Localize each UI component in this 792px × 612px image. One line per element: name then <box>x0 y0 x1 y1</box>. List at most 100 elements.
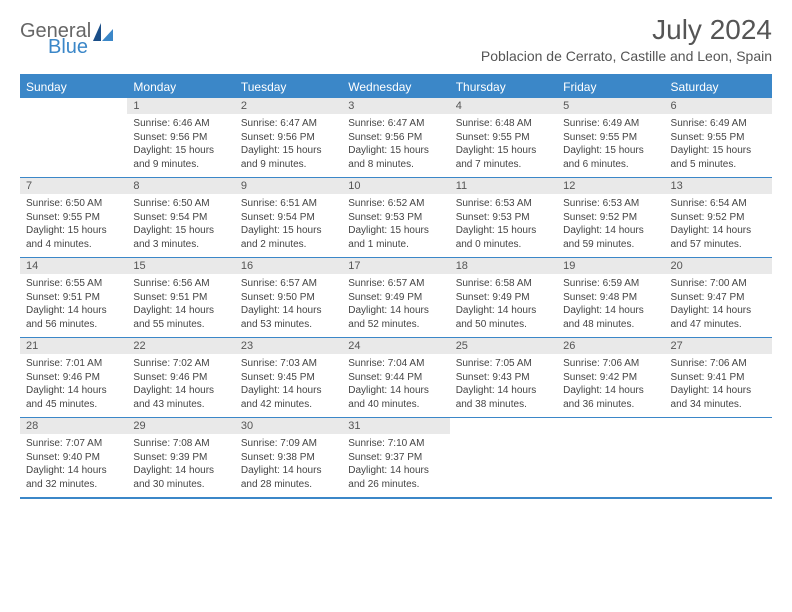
day-info: Sunrise: 6:47 AMSunset: 9:56 PMDaylight:… <box>235 114 342 177</box>
day-info-cell: Sunrise: 6:51 AMSunset: 9:54 PMDaylight:… <box>235 194 342 258</box>
sunset-text: Sunset: 9:52 PM <box>563 211 658 225</box>
sunrise-text: Sunrise: 6:50 AM <box>26 197 121 211</box>
daylight-text: and 47 minutes. <box>671 318 766 332</box>
day-number: 15 <box>127 258 234 274</box>
day-cell: 21 <box>20 338 127 354</box>
day-info: Sunrise: 7:03 AMSunset: 9:45 PMDaylight:… <box>235 354 342 417</box>
daylight-text: Daylight: 15 hours <box>563 144 658 158</box>
daylight-text: Daylight: 14 hours <box>241 304 336 318</box>
daylight-text: Daylight: 14 hours <box>456 384 551 398</box>
day-cell: 19 <box>557 258 664 274</box>
daylight-text: Daylight: 14 hours <box>563 304 658 318</box>
day-number: 30 <box>235 418 342 434</box>
weekday-header-row: SundayMondayTuesdayWednesdayThursdayFrid… <box>20 75 772 98</box>
day-info-cell: Sunrise: 6:47 AMSunset: 9:56 PMDaylight:… <box>342 114 449 178</box>
day-info: Sunrise: 6:56 AMSunset: 9:51 PMDaylight:… <box>127 274 234 337</box>
day-info: Sunrise: 6:59 AMSunset: 9:48 PMDaylight:… <box>557 274 664 337</box>
daylight-text: Daylight: 15 hours <box>241 224 336 238</box>
day-info: Sunrise: 6:52 AMSunset: 9:53 PMDaylight:… <box>342 194 449 257</box>
sunrise-text: Sunrise: 7:01 AM <box>26 357 121 371</box>
sunset-text: Sunset: 9:56 PM <box>241 131 336 145</box>
day-info-cell: Sunrise: 6:55 AMSunset: 9:51 PMDaylight:… <box>20 274 127 338</box>
day-info: Sunrise: 6:55 AMSunset: 9:51 PMDaylight:… <box>20 274 127 337</box>
day-info: Sunrise: 7:07 AMSunset: 9:40 PMDaylight:… <box>20 434 127 497</box>
day-number: 31 <box>342 418 449 434</box>
day-cell: 16 <box>235 258 342 274</box>
day-cell: 7 <box>20 178 127 194</box>
day-cell: 30 <box>235 418 342 434</box>
day-number: 28 <box>20 418 127 434</box>
sunset-text: Sunset: 9:40 PM <box>26 451 121 465</box>
daylight-text: and 52 minutes. <box>348 318 443 332</box>
day-number: 27 <box>665 338 772 354</box>
day-info: Sunrise: 6:57 AMSunset: 9:50 PMDaylight:… <box>235 274 342 337</box>
day-cell: 20 <box>665 258 772 274</box>
day-info-cell <box>20 114 127 178</box>
daylight-text: Daylight: 14 hours <box>26 304 121 318</box>
day-info: Sunrise: 6:58 AMSunset: 9:49 PMDaylight:… <box>450 274 557 337</box>
day-info: Sunrise: 7:06 AMSunset: 9:42 PMDaylight:… <box>557 354 664 417</box>
daylight-text: Daylight: 14 hours <box>671 304 766 318</box>
day-info-cell: Sunrise: 7:02 AMSunset: 9:46 PMDaylight:… <box>127 354 234 418</box>
sunset-text: Sunset: 9:54 PM <box>133 211 228 225</box>
day-info-cell: Sunrise: 6:50 AMSunset: 9:55 PMDaylight:… <box>20 194 127 258</box>
day-number: 12 <box>557 178 664 194</box>
daylight-text: Daylight: 14 hours <box>348 304 443 318</box>
sunset-text: Sunset: 9:38 PM <box>241 451 336 465</box>
day-number: 29 <box>127 418 234 434</box>
daynum-row: 14151617181920 <box>20 258 772 274</box>
sunrise-text: Sunrise: 6:46 AM <box>133 117 228 131</box>
sunrise-text: Sunrise: 7:08 AM <box>133 437 228 451</box>
day-info-cell: Sunrise: 6:48 AMSunset: 9:55 PMDaylight:… <box>450 114 557 178</box>
day-cell: 28 <box>20 418 127 434</box>
calendar-table: SundayMondayTuesdayWednesdayThursdayFrid… <box>20 74 772 499</box>
daylight-text: and 7 minutes. <box>456 158 551 172</box>
day-info: Sunrise: 7:09 AMSunset: 9:38 PMDaylight:… <box>235 434 342 497</box>
sunrise-text: Sunrise: 6:49 AM <box>563 117 658 131</box>
day-number: 22 <box>127 338 234 354</box>
day-cell: 8 <box>127 178 234 194</box>
daynum-row: 21222324252627 <box>20 338 772 354</box>
daylight-text: and 6 minutes. <box>563 158 658 172</box>
day-cell: 15 <box>127 258 234 274</box>
sunrise-text: Sunrise: 7:04 AM <box>348 357 443 371</box>
daylight-text: Daylight: 15 hours <box>456 224 551 238</box>
day-cell: 24 <box>342 338 449 354</box>
day-info: Sunrise: 6:54 AMSunset: 9:52 PMDaylight:… <box>665 194 772 257</box>
sunset-text: Sunset: 9:49 PM <box>348 291 443 305</box>
sunrise-text: Sunrise: 7:09 AM <box>241 437 336 451</box>
day-number: 23 <box>235 338 342 354</box>
sunset-text: Sunset: 9:56 PM <box>348 131 443 145</box>
page-header: General July 2024 Poblacion de Cerrato, … <box>20 14 772 70</box>
day-cell: 10 <box>342 178 449 194</box>
daylight-text: Daylight: 15 hours <box>348 224 443 238</box>
day-info: Sunrise: 7:06 AMSunset: 9:41 PMDaylight:… <box>665 354 772 417</box>
sunset-text: Sunset: 9:55 PM <box>26 211 121 225</box>
sunrise-text: Sunrise: 6:48 AM <box>456 117 551 131</box>
sunrise-text: Sunrise: 6:57 AM <box>348 277 443 291</box>
day-cell: 6 <box>665 98 772 114</box>
day-info-cell: Sunrise: 6:52 AMSunset: 9:53 PMDaylight:… <box>342 194 449 258</box>
day-cell: 1 <box>127 98 234 114</box>
sunset-text: Sunset: 9:53 PM <box>348 211 443 225</box>
day-number: 18 <box>450 258 557 274</box>
day-cell: 25 <box>450 338 557 354</box>
day-info-cell: Sunrise: 7:07 AMSunset: 9:40 PMDaylight:… <box>20 434 127 498</box>
sunset-text: Sunset: 9:47 PM <box>671 291 766 305</box>
sunrise-text: Sunrise: 6:53 AM <box>563 197 658 211</box>
daylight-text: Daylight: 14 hours <box>348 384 443 398</box>
weekday-header: Tuesday <box>235 75 342 98</box>
weekday-header: Sunday <box>20 75 127 98</box>
day-info-cell: Sunrise: 6:47 AMSunset: 9:56 PMDaylight:… <box>235 114 342 178</box>
daylight-text: Daylight: 14 hours <box>563 224 658 238</box>
day-info-cell: Sunrise: 7:08 AMSunset: 9:39 PMDaylight:… <box>127 434 234 498</box>
sunset-text: Sunset: 9:46 PM <box>133 371 228 385</box>
daylight-text: Daylight: 15 hours <box>241 144 336 158</box>
dayinfo-row: Sunrise: 6:46 AMSunset: 9:56 PMDaylight:… <box>20 114 772 178</box>
day-info-cell <box>557 434 664 498</box>
day-info-cell: Sunrise: 6:49 AMSunset: 9:55 PMDaylight:… <box>665 114 772 178</box>
day-info: Sunrise: 6:53 AMSunset: 9:53 PMDaylight:… <box>450 194 557 257</box>
day-number: 9 <box>235 178 342 194</box>
day-cell: 3 <box>342 98 449 114</box>
daylight-text: and 9 minutes. <box>241 158 336 172</box>
